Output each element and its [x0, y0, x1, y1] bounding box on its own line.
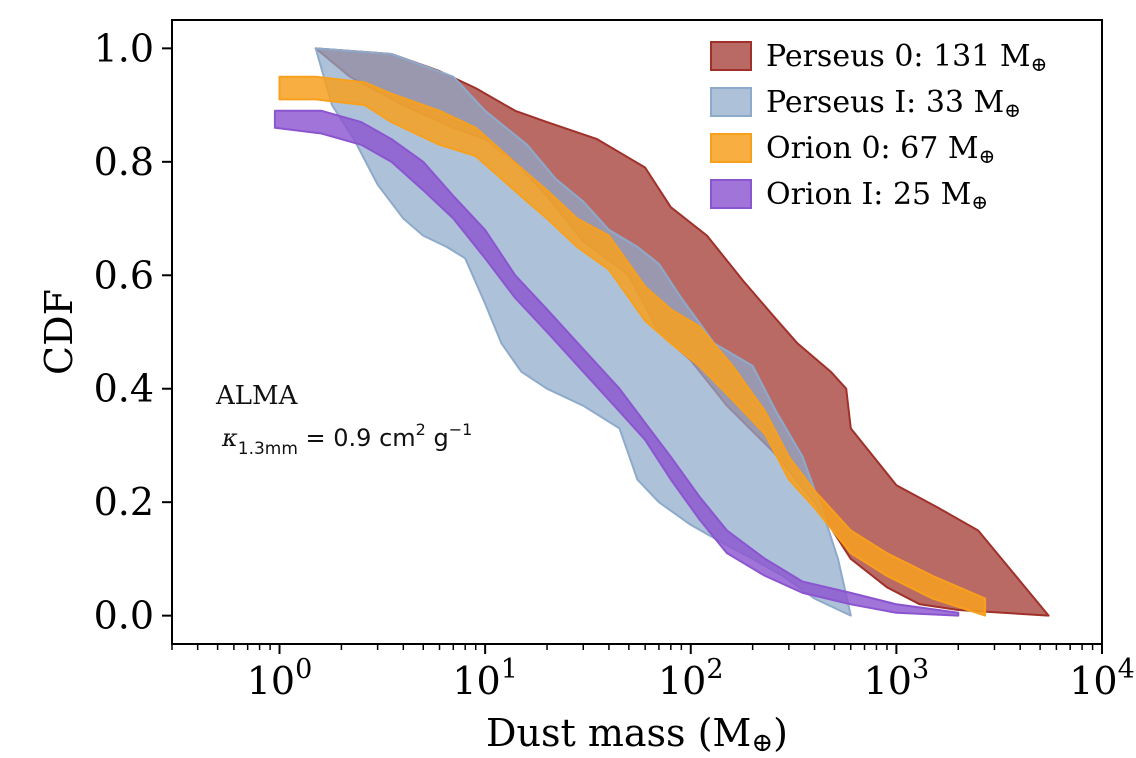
legend-swatch-perseus-0 [710, 41, 752, 71]
y-tick-label: 1.0 [94, 26, 154, 70]
x-tick-base: 10 [452, 659, 500, 703]
y-tick-label: 0.2 [94, 480, 154, 524]
legend-label-symbol: ⊕ [979, 144, 996, 168]
legend-swatch-perseus-i [710, 87, 752, 117]
legend-swatch-orion-0 [710, 133, 752, 163]
y-tick-label: 0.8 [94, 140, 154, 184]
legend-label-symbol: ⊕ [1031, 52, 1048, 76]
legend-label-symbol: ⊕ [971, 190, 988, 214]
kappa-unit: g [426, 424, 449, 452]
x-tick-base: 10 [1069, 659, 1117, 703]
legend-label-text: Perseus I: 33 M [766, 85, 1004, 120]
x-tick-exponent: 3 [912, 654, 929, 685]
telescope-annotation: ALMA [215, 381, 299, 411]
x-tick-exponent: 0 [295, 654, 312, 685]
x-tick-exponent: 4 [1118, 654, 1135, 685]
legend: Perseus 0: 131 M⊕Perseus I: 33 M⊕Orion 0… [710, 39, 1047, 214]
y-tick-label: 0.4 [94, 367, 154, 411]
x-tick-label: 100 [247, 654, 313, 703]
x-axis-label-close: ) [773, 711, 788, 755]
x-axis-label-text: Dust mass (M [486, 711, 751, 755]
x-tick-exponent: 2 [706, 654, 723, 685]
legend-swatch-orion-i [710, 179, 752, 209]
kappa-symbol: κ [221, 424, 238, 452]
y-axis-label: CDF [37, 289, 81, 375]
kappa-subscript: 1.3mm [238, 439, 298, 459]
y-tick-label: 0.6 [94, 253, 154, 297]
series-layer [273, 47, 1050, 617]
kappa-annotation: κ1.3mm = 0.9 cm2 g−1 [221, 420, 472, 459]
legend-label-orion-0: Orion 0: 67 M⊕ [766, 131, 995, 168]
x-tick-label: 104 [1069, 654, 1135, 703]
plot-frame [171, 19, 1103, 645]
legend-label-text: Orion 0: 67 M [766, 131, 979, 166]
x-tick-base: 10 [864, 659, 912, 703]
legend-label-symbol: ⊕ [1004, 98, 1021, 122]
x-tick-exponent: 1 [501, 654, 518, 685]
legend-label-perseus-i: Perseus I: 33 M⊕ [766, 85, 1021, 122]
kappa-exp-2: 2 [416, 420, 426, 439]
series-band-orion-i [273, 109, 960, 617]
kappa-value: = 0.9 cm [298, 424, 416, 452]
kappa-exp-minus1: −1 [449, 420, 473, 439]
legend-label-orion-i: Orion I: 25 M⊕ [766, 177, 988, 214]
legend-label-perseus-0: Perseus 0: 131 M⊕ [766, 39, 1047, 76]
y-tick-label: 0.0 [94, 594, 154, 638]
series-band-orion-0 [278, 75, 987, 617]
legend-label-text: Orion I: 25 M [766, 177, 971, 212]
x-tick-label: 103 [864, 654, 930, 703]
legend-label-text: Perseus 0: 131 M [766, 39, 1031, 74]
x-axis-label-symbol: ⊕ [751, 728, 773, 758]
x-axis-label: Dust mass (M⊕) [486, 711, 788, 758]
x-tick-base: 10 [658, 659, 706, 703]
x-tick-label: 102 [658, 654, 724, 703]
x-tick-label: 101 [452, 654, 518, 703]
x-tick-base: 10 [247, 659, 295, 703]
